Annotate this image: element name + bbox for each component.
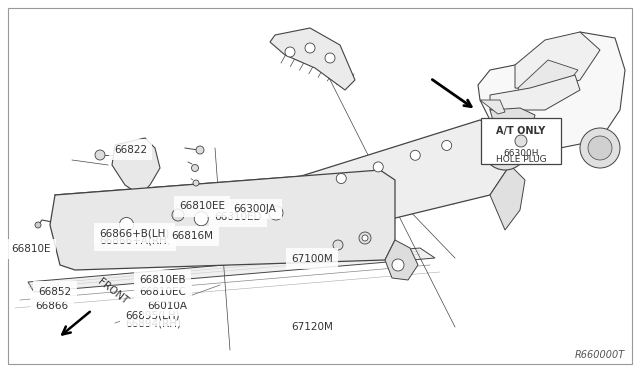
Circle shape xyxy=(580,128,620,168)
Text: 67120M: 67120M xyxy=(291,323,333,332)
Polygon shape xyxy=(480,100,505,114)
Polygon shape xyxy=(490,165,525,230)
Circle shape xyxy=(491,134,519,162)
Text: 66810ED: 66810ED xyxy=(214,212,262,221)
Polygon shape xyxy=(50,170,395,270)
Text: 66010A: 66010A xyxy=(147,301,188,311)
Text: 67100M: 67100M xyxy=(291,254,333,263)
Text: 66810E: 66810E xyxy=(12,244,51,254)
Text: 66810EE: 66810EE xyxy=(179,202,225,211)
Text: 66895(LH): 66895(LH) xyxy=(125,311,179,320)
Polygon shape xyxy=(385,240,418,280)
Polygon shape xyxy=(112,138,160,195)
Text: 66866: 66866 xyxy=(35,301,68,311)
Bar xyxy=(481,118,561,164)
Circle shape xyxy=(500,143,510,153)
Circle shape xyxy=(196,146,204,154)
Circle shape xyxy=(305,43,315,53)
Text: 66810EB: 66810EB xyxy=(140,275,186,285)
Circle shape xyxy=(120,218,134,231)
Circle shape xyxy=(285,47,295,57)
Polygon shape xyxy=(518,60,578,92)
Circle shape xyxy=(35,222,41,228)
Circle shape xyxy=(95,150,105,160)
Circle shape xyxy=(195,212,208,226)
Polygon shape xyxy=(490,75,580,110)
Polygon shape xyxy=(478,32,625,148)
Polygon shape xyxy=(28,248,435,292)
Text: 66822: 66822 xyxy=(114,145,147,154)
Circle shape xyxy=(442,141,452,150)
Circle shape xyxy=(333,240,343,250)
Circle shape xyxy=(373,162,383,172)
Text: HOLE PLUG: HOLE PLUG xyxy=(495,155,547,164)
Circle shape xyxy=(483,126,527,170)
Text: 66300H: 66300H xyxy=(503,149,539,158)
Circle shape xyxy=(193,180,199,186)
Circle shape xyxy=(336,173,346,183)
Circle shape xyxy=(515,135,527,147)
Text: 66894(RH): 66894(RH) xyxy=(125,319,181,328)
Circle shape xyxy=(191,164,198,171)
Text: A/T ONLY: A/T ONLY xyxy=(497,126,545,136)
Circle shape xyxy=(359,232,371,244)
Circle shape xyxy=(362,235,368,241)
Polygon shape xyxy=(270,28,355,90)
Text: R660000T: R660000T xyxy=(575,350,625,360)
Text: 66300JA: 66300JA xyxy=(234,204,276,214)
Text: 66852: 66852 xyxy=(38,287,72,296)
Circle shape xyxy=(172,209,184,221)
Polygon shape xyxy=(282,120,510,240)
Circle shape xyxy=(325,53,335,63)
Text: 66816M: 66816M xyxy=(172,231,214,241)
Polygon shape xyxy=(515,32,600,90)
Text: FRONT: FRONT xyxy=(96,276,130,306)
Text: 66810EC: 66810EC xyxy=(140,287,186,296)
Text: 66866+A(RH): 66866+A(RH) xyxy=(99,236,171,246)
Polygon shape xyxy=(490,108,535,138)
Circle shape xyxy=(588,136,612,160)
Circle shape xyxy=(269,206,283,220)
Text: 66866+B(LH): 66866+B(LH) xyxy=(99,228,170,238)
Circle shape xyxy=(392,259,404,271)
Circle shape xyxy=(410,150,420,160)
